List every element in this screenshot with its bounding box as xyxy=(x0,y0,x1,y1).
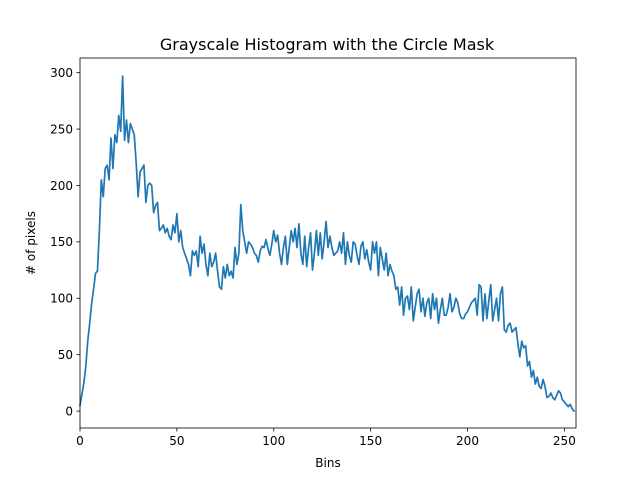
x-axis-label: Bins xyxy=(315,456,340,470)
x-tick-label: 200 xyxy=(456,434,479,448)
x-tick-label: 0 xyxy=(76,434,84,448)
chart-title: Grayscale Histogram with the Circle Mask xyxy=(160,35,495,54)
plot-area xyxy=(79,75,576,413)
histogram-line xyxy=(79,75,576,413)
x-tick-label: 100 xyxy=(262,434,285,448)
y-tick-label: 150 xyxy=(50,235,73,249)
y-tick-label: 50 xyxy=(58,348,73,362)
y-tick-label: 200 xyxy=(50,179,73,193)
axes-frame xyxy=(79,57,577,429)
x-axis: 0 50 100 150 200 250 xyxy=(76,428,576,448)
y-axis-label: # of pixels xyxy=(24,211,38,275)
y-tick-label: 300 xyxy=(50,66,73,80)
y-axis: 0 50 100 150 200 250 300 xyxy=(50,66,80,418)
x-tick-label: 250 xyxy=(553,434,576,448)
y-tick-label: 250 xyxy=(50,122,73,136)
x-tick-label: 50 xyxy=(169,434,184,448)
x-tick-label: 150 xyxy=(359,434,382,448)
y-tick-label: 0 xyxy=(65,404,73,418)
y-tick-label: 100 xyxy=(50,292,73,306)
